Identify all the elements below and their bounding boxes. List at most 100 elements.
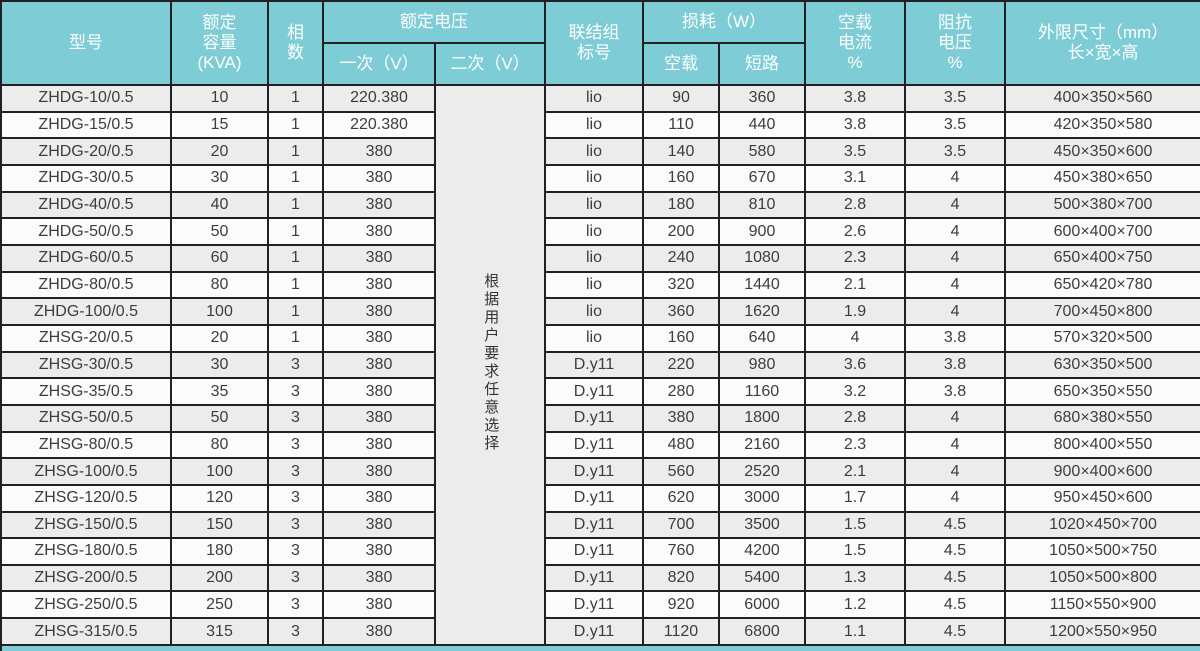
- cell-phases: 1: [267, 163, 324, 193]
- cell-dimensions: 420×350×580: [1004, 110, 1200, 140]
- cell-phases: 1: [267, 84, 324, 113]
- cell-primary-voltage: 380: [322, 430, 436, 460]
- cell-primary-voltage: 380: [322, 190, 436, 220]
- cell-dimensions: 950×450×600: [1004, 483, 1200, 513]
- cell-no-load-current: 3.2: [804, 377, 907, 406]
- cell-rated-capacity: 180: [170, 537, 269, 566]
- cell-phases: 3: [267, 590, 324, 620]
- cell-model: ZHSG-20/0.5: [0, 323, 172, 353]
- table-row: ZHSG-250/0.5 250 3 380 D.y11 920 6000 1.2 4.5 115…: [0, 590, 1200, 620]
- cell-short-circuit-loss: 2520: [717, 457, 807, 486]
- cell-phases: 3: [267, 430, 324, 460]
- cell-model: ZHDG-30/0.5: [0, 163, 172, 193]
- table-row: ZHSG-20/0.5 20 1 380 lio 160 640 4 3.8 570×320×50…: [0, 323, 1200, 353]
- cell-impedance-voltage: 3.8: [904, 350, 1007, 380]
- cell-model: ZHSG-200/0.5: [0, 563, 172, 593]
- cell-phases: 3: [267, 377, 324, 406]
- cell-dimensions: 1200×550×950: [1004, 617, 1200, 646]
- cell-phases: 3: [267, 350, 324, 380]
- cell-short-circuit-loss: 360: [717, 84, 807, 113]
- cell-dimensions: 600×400×700: [1004, 217, 1200, 246]
- cell-no-load-loss: 90: [642, 84, 720, 113]
- cell-impedance-voltage: 4: [904, 430, 1007, 460]
- cell-impedance-voltage: 4.5: [904, 537, 1007, 566]
- cell-no-load-loss: 560: [642, 457, 720, 486]
- secondary-voltage-note: 根据用户要求任意选择: [482, 272, 500, 453]
- cell-primary-voltage: 380: [322, 243, 436, 273]
- cell-model: ZHSG-150/0.5: [0, 510, 172, 540]
- table-row: ZHSG-30/0.5 30 3 380 D.y11 220 980 3.6 3.8 630×35…: [0, 350, 1200, 380]
- cell-primary-voltage: 380: [322, 590, 436, 620]
- cell-connection-group: lio: [544, 137, 644, 166]
- cell-impedance-voltage: 4.5: [904, 617, 1007, 646]
- cell-phases: 3: [267, 457, 324, 486]
- cell-primary-voltage: 380: [322, 483, 436, 513]
- header-secondary-voltage: 二次（V）: [434, 42, 546, 86]
- cell-connection-group: D.y11: [544, 483, 644, 513]
- cell-impedance-voltage: 4.5: [904, 563, 1007, 593]
- cell-no-load-loss: 180: [642, 190, 720, 220]
- cell-connection-group: D.y11: [544, 590, 644, 620]
- cell-impedance-voltage: 3.5: [904, 110, 1007, 140]
- cell-no-load-current: 4: [804, 323, 907, 353]
- cell-phases: 1: [267, 110, 324, 140]
- cell-dimensions: 800×400×550: [1004, 430, 1200, 460]
- cell-primary-voltage: 380: [322, 457, 436, 486]
- cell-impedance-voltage: 3.8: [904, 377, 1007, 406]
- table-row: ZHDG-20/0.5 20 1 380 lio 140 580 3.5 3.5 450×350×…: [0, 137, 1200, 166]
- cell-primary-voltage: 380: [322, 163, 436, 193]
- cell-connection-group: lio: [544, 323, 644, 353]
- cell-model: ZHDG-40/0.5: [0, 190, 172, 220]
- cell-dimensions: 700×450×800: [1004, 297, 1200, 326]
- cell-no-load-loss: 140: [642, 137, 720, 166]
- cell-rated-capacity: 20: [170, 323, 269, 353]
- cell-phases: 1: [267, 243, 324, 273]
- cell-rated-capacity: 80: [170, 430, 269, 460]
- cell-rated-capacity: 250: [170, 590, 269, 620]
- cell-rated-capacity: 50: [170, 217, 269, 246]
- cell-no-load-loss: 760: [642, 537, 720, 566]
- cell-dimensions: 680×380×550: [1004, 403, 1200, 433]
- cell-impedance-voltage: 4: [904, 270, 1007, 300]
- cell-no-load-loss: 700: [642, 510, 720, 540]
- cell-no-load-loss: 220: [642, 350, 720, 380]
- cell-no-load-current: 1.3: [804, 563, 907, 593]
- cell-rated-capacity: 60: [170, 243, 269, 273]
- cell-model: ZHDG-15/0.5: [0, 110, 172, 140]
- cell-short-circuit-loss: 810: [717, 190, 807, 220]
- cell-short-circuit-loss: 6000: [717, 590, 807, 620]
- header-rated-voltage: 额定电压: [322, 0, 546, 44]
- cell-dimensions: 570×320×500: [1004, 323, 1200, 353]
- cell-connection-group: lio: [544, 297, 644, 326]
- cell-no-load-current: 1.5: [804, 510, 907, 540]
- cell-connection-group: D.y11: [544, 617, 644, 646]
- secondary-voltage-note-cell: 根据用户要求任意选择: [434, 84, 546, 646]
- header-no-load-loss: 空载: [642, 42, 720, 86]
- cell-rated-capacity: 200: [170, 563, 269, 593]
- cell-dimensions: 650×350×550: [1004, 377, 1200, 406]
- cell-primary-voltage: 380: [322, 563, 436, 593]
- cell-connection-group: lio: [544, 270, 644, 300]
- table-row: ZHDG-60/0.5 60 1 380 lio 240 1080 2.3 4 650×400×7…: [0, 243, 1200, 273]
- cell-short-circuit-loss: 1440: [717, 270, 807, 300]
- cell-dimensions: 400×350×560: [1004, 84, 1200, 113]
- table-row: ZHSG-100/0.5 100 3 380 D.y11 560 2520 2.1 4 900×4…: [0, 457, 1200, 486]
- table-row: ZHSG-150/0.5 150 3 380 D.y11 700 3500 1.5 4.5 102…: [0, 510, 1200, 540]
- cell-no-load-current: 3.8: [804, 110, 907, 140]
- cell-no-load-loss: 160: [642, 323, 720, 353]
- header-short-circuit-loss: 短路: [717, 42, 807, 86]
- cell-primary-voltage: 380: [322, 270, 436, 300]
- cell-primary-voltage: 380: [322, 377, 436, 406]
- cell-rated-capacity: 120: [170, 483, 269, 513]
- table-row: ZHSG-315/0.5 315 3 380 D.y11 1120 6800 1.1 4.5 12…: [0, 617, 1200, 646]
- cell-phases: 1: [267, 323, 324, 353]
- cell-no-load-current: 2.1: [804, 457, 907, 486]
- cell-short-circuit-loss: 3000: [717, 483, 807, 513]
- header-no-load-current: 空载 电流 %: [804, 0, 907, 86]
- cell-rated-capacity: 150: [170, 510, 269, 540]
- cell-dimensions: 1150×550×900: [1004, 590, 1200, 620]
- cell-dimensions: 1050×500×750: [1004, 537, 1200, 566]
- cell-model: ZHSG-30/0.5: [0, 350, 172, 380]
- cell-no-load-current: 3.5: [804, 137, 907, 166]
